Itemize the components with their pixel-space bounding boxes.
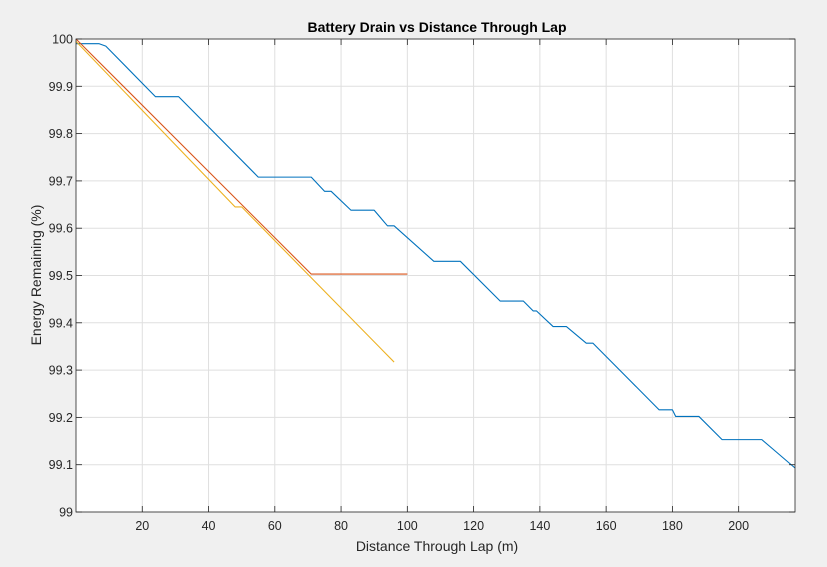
x-tick-label: 180 xyxy=(662,519,683,533)
y-tick-label: 99.6 xyxy=(49,222,73,236)
series-line-lap-c xyxy=(75,40,395,363)
y-tick-label: 99.9 xyxy=(49,80,73,94)
x-tick-label: 60 xyxy=(268,519,282,533)
y-axis-label: Energy Remaining (%) xyxy=(28,205,44,346)
x-axis-label: Distance Through Lap (m) xyxy=(356,538,518,554)
y-tick-label: 99.4 xyxy=(49,316,73,330)
y-tick-label: 99 xyxy=(59,506,73,520)
y-tick-label: 99.1 xyxy=(49,458,73,472)
series-group xyxy=(75,38,796,469)
y-tick-labels: 99 99.1 99.2 99.3 99.4 99.5 99.6 99.7 99.8 99.9 10… xyxy=(49,33,73,520)
y-tick-label: 99.3 xyxy=(49,364,73,378)
x-tick-label: 200 xyxy=(728,519,749,533)
y-tick-label: 100 xyxy=(52,33,73,47)
series-line-lap-b xyxy=(75,38,408,275)
series-line-lap-a xyxy=(76,43,796,469)
x-tick-label: 40 xyxy=(202,519,216,533)
y-tick-label: 99.5 xyxy=(49,269,73,283)
x-tick-label: 120 xyxy=(463,519,484,533)
y-tick-label: 99.2 xyxy=(49,411,73,425)
x-tick-label: 140 xyxy=(529,519,550,533)
x-tick-labels: 20 40 60 80 100 120 140 160 180 200 xyxy=(135,519,749,533)
x-tick-label: 20 xyxy=(135,519,149,533)
chart-title: Battery Drain vs Distance Through Lap xyxy=(307,19,566,35)
x-tick-label: 160 xyxy=(596,519,617,533)
x-tick-label: 100 xyxy=(397,519,418,533)
tick-marks xyxy=(76,38,795,513)
y-tick-label: 99.8 xyxy=(49,127,73,141)
y-tick-label: 99.7 xyxy=(49,174,73,188)
x-tick-label: 80 xyxy=(334,519,348,533)
